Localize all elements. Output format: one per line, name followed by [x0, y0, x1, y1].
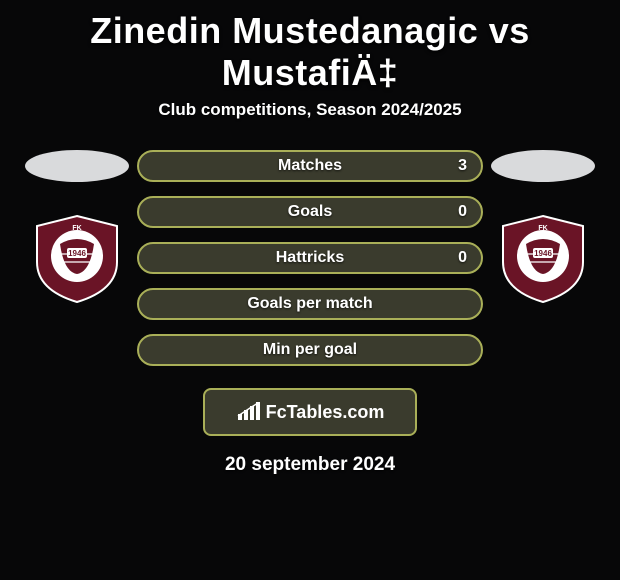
brand-text: FcTables.com	[266, 402, 385, 423]
stat-label: Goals	[288, 203, 332, 221]
crest-fk: FK	[72, 225, 81, 232]
left-player-ellipse	[25, 150, 129, 182]
stat-label: Hattricks	[276, 249, 344, 267]
crest-fk: FK	[538, 225, 547, 232]
stat-value-right: 0	[458, 249, 467, 267]
stat-value-right: 0	[458, 203, 467, 221]
bars-icon	[236, 402, 262, 422]
stats-column: Matches 3 Goals 0 Hattricks 0 Goals per match M…	[137, 150, 483, 366]
stat-row: Goals 0	[137, 196, 483, 228]
left-player-crest: 1946 FK	[27, 212, 127, 304]
comparison-title: Zinedin Mustedanagic vs MustafiÄ‡	[0, 0, 620, 94]
stat-row: Goals per match	[137, 288, 483, 320]
right-player-ellipse	[491, 150, 595, 182]
main-area: 1946 FK Matches 3 Goals 0 Hattricks 0 Goals pe…	[0, 150, 620, 366]
shield-icon: 1946 FK	[27, 212, 127, 304]
stat-label: Min per goal	[263, 341, 357, 359]
crest-year: 1946	[534, 249, 552, 258]
stat-label: Goals per match	[247, 295, 372, 313]
shield-icon: 1946 FK	[493, 212, 593, 304]
brand-box[interactable]: FcTables.com	[203, 388, 417, 436]
stat-label: Matches	[278, 157, 342, 175]
stat-value-right: 3	[458, 157, 467, 175]
left-player-side: 1946 FK	[17, 150, 137, 304]
stat-row: Matches 3	[137, 150, 483, 182]
right-player-crest: 1946 FK	[493, 212, 593, 304]
stat-row: Min per goal	[137, 334, 483, 366]
stat-row: Hattricks 0	[137, 242, 483, 274]
crest-year: 1946	[68, 249, 86, 258]
comparison-date: 20 september 2024	[0, 454, 620, 476]
comparison-subtitle: Club competitions, Season 2024/2025	[0, 100, 620, 120]
right-player-side: 1946 FK	[483, 150, 603, 304]
